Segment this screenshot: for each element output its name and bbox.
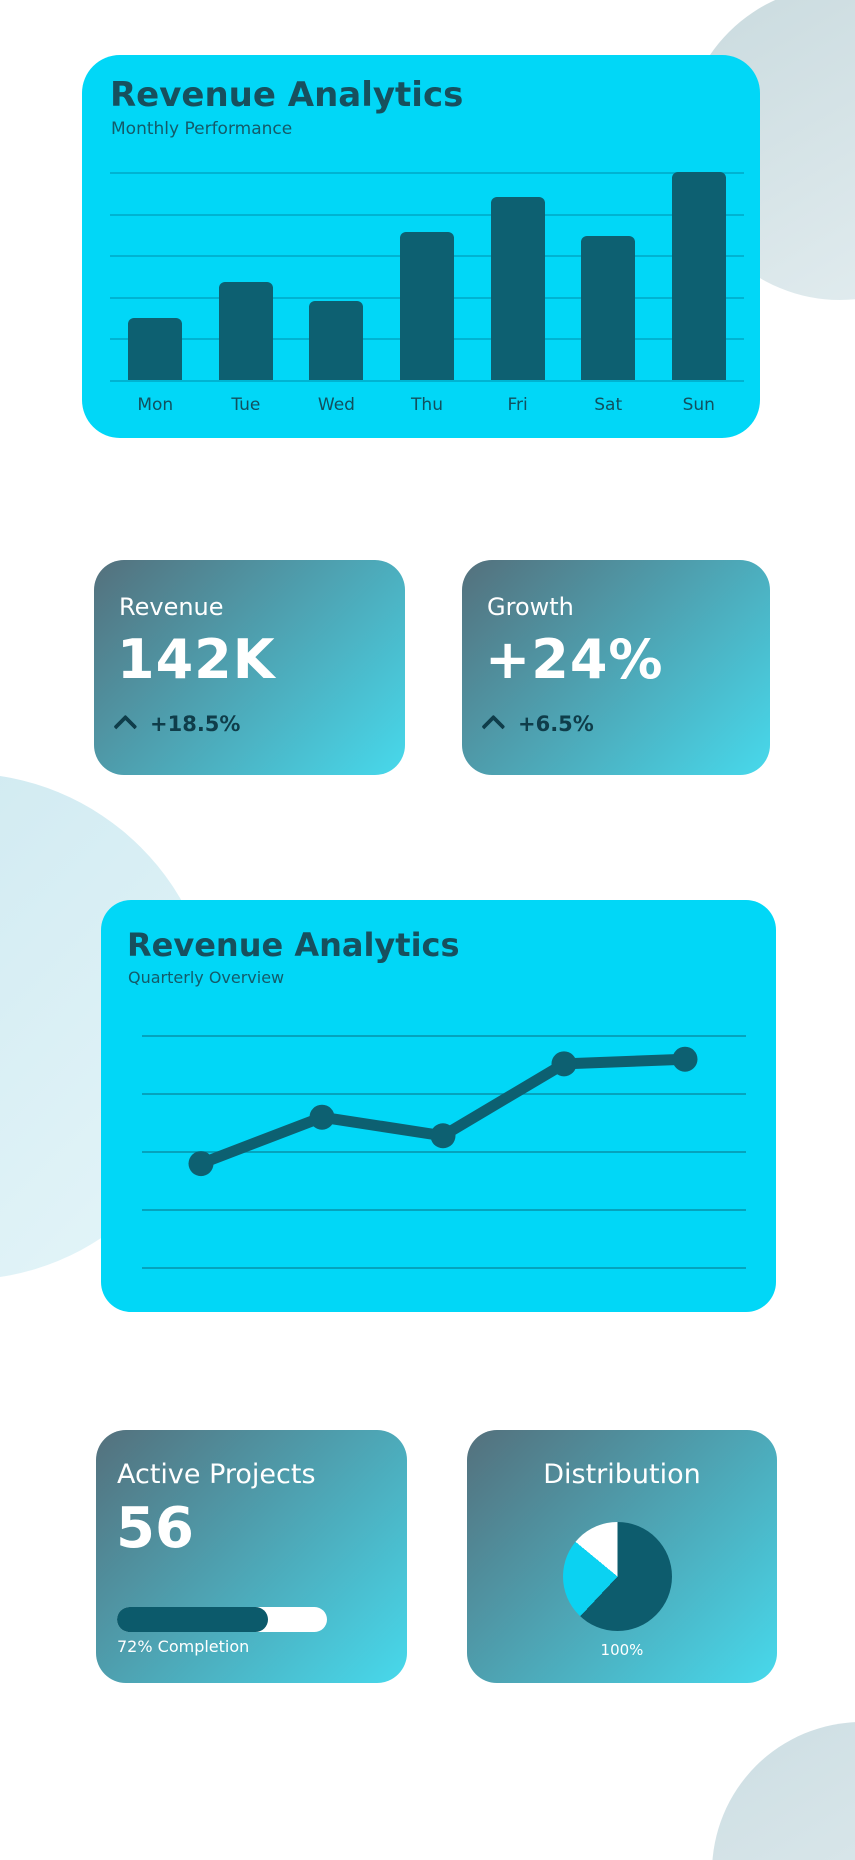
line-chart-marker: [672, 1046, 698, 1072]
stat-label: Growth: [487, 593, 574, 621]
line-chart-marker: [551, 1051, 577, 1077]
stat-value: 142K: [117, 628, 276, 691]
bar-column: [110, 172, 201, 380]
bar-chart-gridline: [110, 172, 744, 174]
bar-axis-label: Sun: [682, 395, 715, 415]
bar-chart-labels: Mon Tue Wed Thu Fri Sat Sun: [110, 395, 744, 415]
revenue-line-card: Revenue Analytics Quarterly Overview: [101, 900, 776, 1312]
bar-chart-gridline: [110, 213, 744, 216]
stat-delta: +6.5%: [518, 712, 594, 736]
bar-axis-label: Sat: [594, 395, 623, 415]
line-chart-svg: [142, 1035, 746, 1269]
trend-up-chevron-icon: [481, 714, 506, 739]
growth-stat-card: Growth +24% +6.5%: [462, 560, 770, 775]
active-projects-value: 56: [116, 1496, 194, 1561]
progress-caption: 72% Completion: [117, 1637, 250, 1656]
active-projects-card: Active Projects 56 72% Completion: [96, 1430, 407, 1683]
stat-delta: +18.5%: [150, 712, 241, 736]
pie-chart: [563, 1522, 672, 1631]
distribution-title: Distribution: [543, 1459, 701, 1490]
bar-axis-label: Tue: [231, 395, 261, 415]
bar-chart: [110, 172, 744, 382]
stat-delta-row: +6.5%: [481, 712, 594, 739]
line-card-subtitle: Quarterly Overview: [128, 968, 285, 987]
decor-circle-bottom-right: [712, 1722, 855, 1860]
progress-bar-fill: [117, 1607, 269, 1632]
active-projects-title: Active Projects: [117, 1459, 316, 1490]
bar-column: [382, 172, 473, 380]
bar-column: [291, 172, 382, 380]
bar-card-title: Revenue Analytics: [110, 75, 464, 115]
bar-axis-label: Wed: [317, 395, 355, 415]
bar-wed: [309, 300, 364, 380]
bar-column: [563, 172, 654, 380]
stat-delta-row: +18.5%: [113, 712, 241, 739]
bar-column: [201, 172, 292, 380]
bar-sun: [671, 172, 726, 380]
bar-chart-bars: [110, 172, 744, 380]
line-chart-marker: [430, 1123, 456, 1149]
bar-axis-label: Fri: [507, 395, 528, 415]
pie-center-label: 100%: [600, 1641, 644, 1659]
progress-bar-track: [117, 1607, 327, 1632]
bar-tue: [218, 282, 273, 380]
line-card-title: Revenue Analytics: [127, 926, 460, 964]
bar-mon: [128, 317, 183, 380]
bar-fri: [490, 196, 545, 380]
bar-column: [472, 172, 563, 380]
trend-up-chevron-icon: [113, 714, 138, 739]
stat-value: +24%: [485, 628, 664, 691]
line-chart-marker: [309, 1104, 335, 1130]
revenue-stat-card: Revenue 142K +18.5%: [94, 560, 405, 775]
bar-thu: [400, 232, 455, 380]
bar-sat: [581, 236, 636, 380]
revenue-bar-card: Revenue Analytics Monthly Performance Mo…: [82, 55, 760, 438]
stat-label: Revenue: [119, 593, 224, 621]
bar-card-subtitle: Monthly Performance: [111, 119, 293, 139]
distribution-card: Distribution 100%: [467, 1430, 777, 1683]
bar-chart-gridline: [110, 380, 744, 382]
bar-axis-label: Mon: [137, 395, 174, 415]
bar-axis-label: Thu: [411, 395, 443, 415]
bar-column: [653, 172, 744, 380]
line-chart-marker: [188, 1151, 214, 1177]
